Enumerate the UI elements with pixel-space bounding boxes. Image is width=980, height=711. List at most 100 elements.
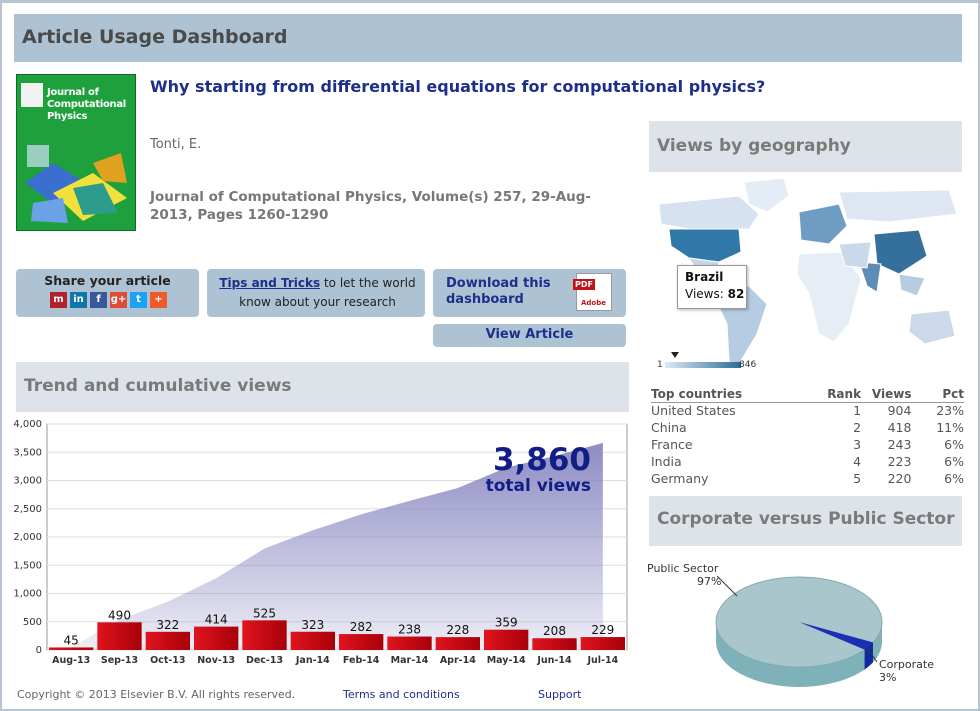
bar-Sep-13	[97, 622, 142, 650]
download-label: Download this dashboard	[446, 276, 551, 307]
article-title: Why starting from differential equations…	[150, 77, 766, 96]
x-tick-label: Oct-13	[150, 655, 185, 666]
bar-value-label: 208	[543, 624, 566, 638]
tips-and-tricks-link[interactable]: Tips and Tricks	[219, 276, 321, 290]
table-cell: United States	[651, 403, 736, 419]
table-row: United States 1 904 23%	[651, 402, 964, 419]
share-box: Share your article m in f g+ t +	[16, 269, 199, 317]
y-tick-label: 2,000	[13, 532, 42, 543]
bar-value-label: 359	[495, 616, 518, 630]
x-tick-label: Nov-13	[197, 655, 235, 666]
twitter-icon[interactable]: t	[130, 292, 147, 308]
article-author: Tonti, E.	[150, 137, 202, 152]
bar-value-label: 229	[591, 623, 614, 637]
map-greenland	[743, 177, 790, 213]
table-cell: India	[651, 454, 682, 469]
y-tick-label: 3,500	[13, 447, 42, 458]
terms-link[interactable]: Terms and conditions	[343, 688, 460, 701]
pie-leader-corporate	[866, 647, 878, 663]
bar-Jun-14	[532, 638, 577, 650]
plus-icon[interactable]: +	[150, 292, 167, 308]
map-india	[858, 261, 882, 293]
bar-value-label: 414	[205, 613, 228, 627]
bar-Jul-14	[580, 637, 625, 650]
trend-chart: 0 500 1,000 1,500 2,000 2,500 3,000 3,500 4,000 4…	[13, 419, 628, 666]
elsevier-logo	[21, 83, 43, 107]
x-tick-label: Apr-14	[440, 655, 476, 666]
share-label: Share your article	[44, 273, 171, 288]
bar-May-14	[484, 629, 529, 650]
mendeley-icon[interactable]: m	[50, 292, 67, 308]
pie-leader-public	[716, 575, 738, 597]
pdf-icon: PDF Adobe	[573, 273, 612, 311]
x-tick-label: Dec-13	[246, 655, 283, 666]
y-tick-label: 500	[23, 617, 42, 628]
bar-Jan-14	[290, 631, 335, 650]
map-china	[873, 229, 928, 275]
top-countries-table: Top countries Rank Views Pct United Stat…	[651, 386, 964, 487]
table-cell: 23%	[936, 403, 964, 419]
pie-pct-public-sector: 97%	[697, 575, 721, 588]
article-journal-info: Journal of Computational Physics, Volume…	[150, 189, 592, 223]
googleplus-icon[interactable]: g+	[110, 292, 127, 308]
bar-value-label: 490	[108, 608, 131, 622]
total-views-label: total views	[486, 476, 591, 496]
download-dashboard-button[interactable]: Download this dashboard PDF Adobe	[433, 269, 626, 317]
map-middle-east	[838, 241, 872, 269]
x-tick-label: Feb-14	[343, 655, 380, 666]
bar-Mar-14	[387, 636, 432, 650]
table-cell: 2	[853, 420, 862, 435]
table-cell: 4	[853, 454, 862, 469]
table-cell: 223	[887, 454, 912, 469]
table-cell: 1	[853, 403, 862, 419]
cover-title: Journal of Computational Physics	[47, 87, 126, 122]
tips-box: Tips and Tricks to let the world know ab…	[207, 269, 425, 317]
table-cell: 220	[887, 471, 912, 486]
table-cell: China	[651, 420, 687, 435]
y-tick-label: 0	[36, 645, 42, 656]
pie-label-corporate: Corporate	[879, 658, 934, 671]
bar-Oct-13	[145, 631, 190, 650]
bar-value-label: 525	[253, 606, 276, 620]
support-link[interactable]: Support	[538, 688, 582, 701]
pie-label-public-sector: Public Sector	[647, 562, 719, 575]
copyright-text: Copyright © 2013 Elsevier B.V. All right…	[17, 688, 296, 701]
bar-value-label: 322	[156, 618, 179, 632]
bar-Aug-13	[49, 647, 94, 650]
table-row: China 2 418 11%	[651, 419, 964, 436]
table-cell: 3	[853, 437, 862, 452]
tips-text: to let the world know about your researc…	[239, 276, 416, 309]
x-tick-label: Mar-14	[391, 655, 429, 666]
table-cell: 11%	[936, 420, 964, 435]
y-tick-label: 1,500	[13, 560, 42, 571]
table-cell: 6%	[944, 454, 964, 469]
facebook-icon[interactable]: f	[90, 292, 107, 308]
x-tick-label: Jul-14	[586, 655, 618, 666]
bar-Apr-14	[435, 637, 480, 650]
journal-cover: Journal of Computational Physics	[16, 74, 136, 231]
table-cell: 5	[853, 471, 862, 486]
pie-slice-corporate-side	[864, 642, 873, 670]
view-article-button[interactable]: View Article	[433, 324, 626, 347]
table-cell: 418	[887, 420, 912, 435]
table-cell: 6%	[944, 471, 964, 486]
linkedin-icon[interactable]: in	[70, 292, 87, 308]
table-row: Germany 5 220 6%	[651, 470, 964, 487]
map-europe	[798, 203, 848, 245]
bar-value-label: 323	[301, 618, 324, 632]
x-tick-label: Jun-14	[536, 655, 572, 666]
map-russia	[838, 189, 958, 223]
y-tick-label: 3,000	[13, 476, 42, 487]
x-tick-label: Sep-13	[101, 655, 138, 666]
table-cell: 6%	[944, 437, 964, 452]
bar-value-label: 282	[350, 620, 373, 634]
x-tick-label: Jan-14	[295, 655, 330, 666]
bar-value-label: 45	[64, 633, 79, 647]
corp-section-header: Corporate versus Public Sector	[649, 496, 962, 546]
scale-marker-icon	[671, 352, 679, 358]
total-views-value: 3,860	[493, 442, 591, 478]
bar-Nov-13	[194, 626, 239, 650]
geo-section-header: Views by geography	[649, 121, 962, 172]
